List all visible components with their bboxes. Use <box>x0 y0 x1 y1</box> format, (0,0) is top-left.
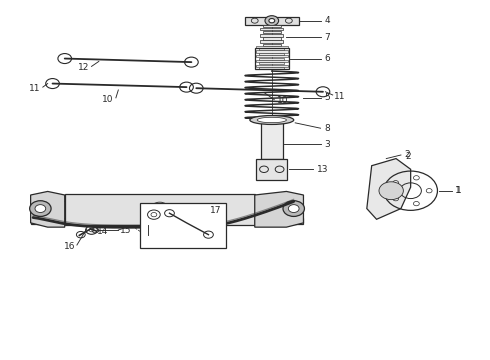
Bar <box>260 34 284 37</box>
Text: 16: 16 <box>64 242 76 251</box>
Circle shape <box>379 182 403 200</box>
Text: 14: 14 <box>97 227 109 236</box>
Circle shape <box>283 201 304 216</box>
Bar <box>255 48 289 69</box>
Circle shape <box>30 201 51 216</box>
Text: 3: 3 <box>324 140 330 149</box>
Text: 9: 9 <box>151 231 157 240</box>
Text: 11: 11 <box>29 84 40 93</box>
Bar <box>30 218 303 224</box>
Text: 15: 15 <box>120 225 131 234</box>
Bar <box>263 44 281 46</box>
Bar <box>260 40 284 43</box>
Text: 2: 2 <box>405 150 411 159</box>
Ellipse shape <box>250 116 294 125</box>
Text: 11: 11 <box>334 91 345 100</box>
Text: 10: 10 <box>102 95 114 104</box>
Text: 12: 12 <box>78 63 89 72</box>
Text: 6: 6 <box>324 54 330 63</box>
Circle shape <box>35 204 46 212</box>
Bar <box>256 158 288 180</box>
Text: 5: 5 <box>324 93 330 102</box>
Bar <box>259 67 285 69</box>
Bar <box>256 55 288 57</box>
Bar <box>65 194 255 225</box>
Text: 17: 17 <box>210 206 221 215</box>
Bar <box>256 46 288 48</box>
Text: 4: 4 <box>324 16 330 25</box>
Bar <box>256 60 288 62</box>
Text: 1: 1 <box>456 186 462 195</box>
Polygon shape <box>255 192 303 227</box>
Bar <box>261 119 283 158</box>
Bar <box>40 196 294 202</box>
Bar <box>263 37 281 40</box>
Bar <box>256 50 288 53</box>
Circle shape <box>265 16 279 26</box>
Bar <box>259 58 285 60</box>
Text: 1: 1 <box>455 186 460 195</box>
Bar <box>140 203 225 248</box>
Text: 9: 9 <box>150 233 156 242</box>
Text: 8: 8 <box>324 124 330 133</box>
Polygon shape <box>30 192 65 227</box>
Text: 13: 13 <box>317 165 329 174</box>
Bar <box>263 24 281 27</box>
Polygon shape <box>367 158 411 219</box>
Text: 2: 2 <box>406 152 412 161</box>
Bar <box>259 48 285 50</box>
Circle shape <box>269 18 275 23</box>
Text: 7: 7 <box>324 33 330 42</box>
Bar <box>260 28 284 30</box>
Bar <box>256 65 288 67</box>
Bar <box>259 62 285 64</box>
Bar <box>263 31 281 33</box>
Text: 10: 10 <box>277 96 288 105</box>
Bar <box>259 53 285 55</box>
Ellipse shape <box>257 117 287 123</box>
Bar <box>245 17 298 24</box>
Circle shape <box>288 204 299 212</box>
